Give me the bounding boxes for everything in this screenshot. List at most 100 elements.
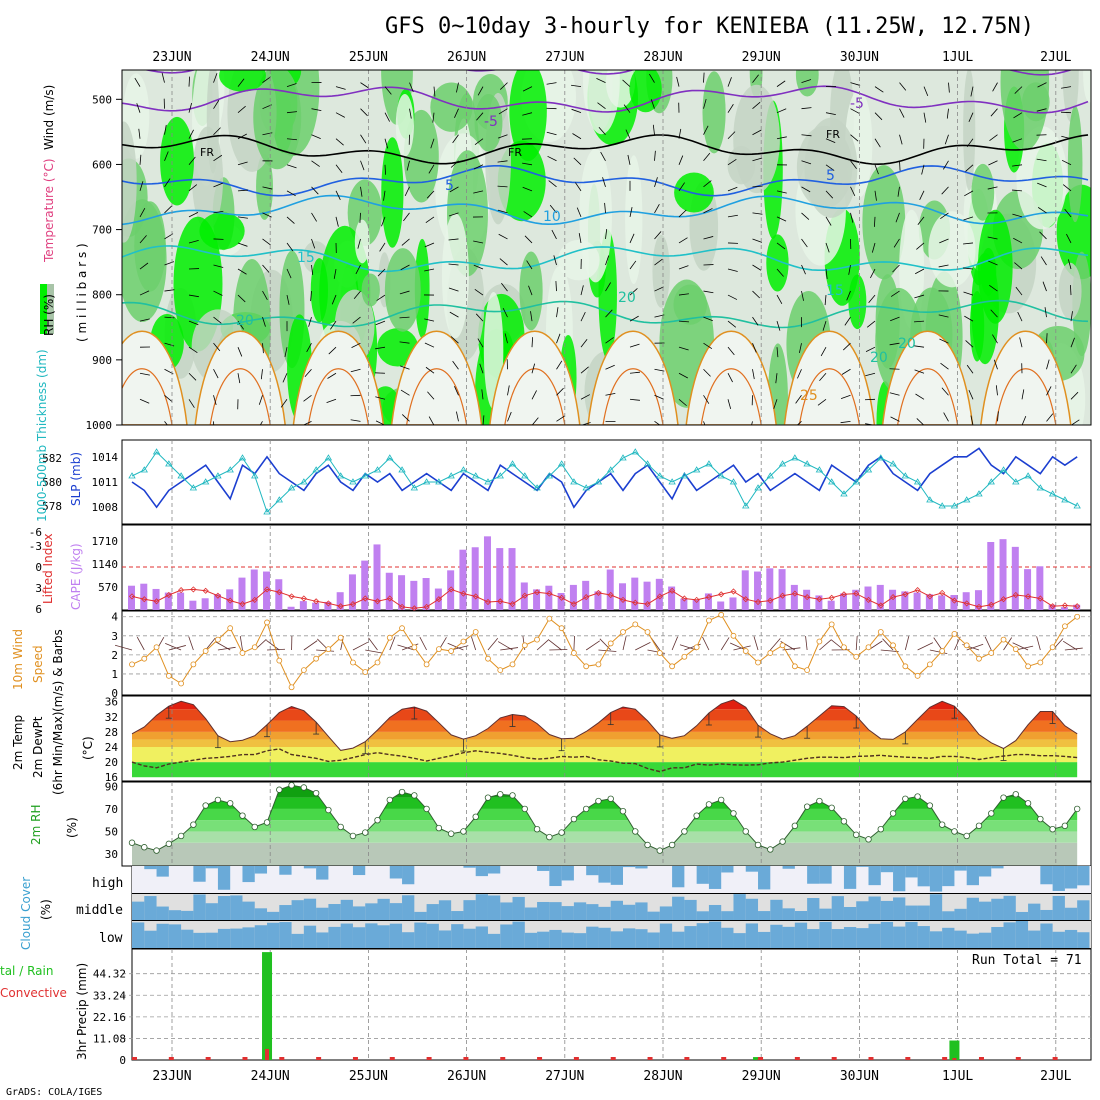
wind-barb: [825, 268, 828, 279]
rh-point: [828, 804, 835, 811]
wind-barb: [964, 190, 974, 197]
upper-air-ylabel-wind: Wind (m/s): [42, 85, 56, 150]
li-point: [791, 590, 798, 597]
li-point: [362, 595, 369, 602]
thickness-point: [877, 454, 885, 461]
wind-barb: [352, 316, 361, 324]
wind-barb: [549, 204, 557, 214]
wind-barb: [355, 264, 361, 275]
cloud-low-bar: [991, 927, 1004, 948]
thickness-point: [852, 478, 860, 485]
wind-barb: [654, 394, 664, 400]
cloud-middle-bar: [181, 910, 194, 920]
cloud-low-bar: [303, 925, 317, 948]
trace-precip: [1052, 1057, 1058, 1060]
precip-tick-label: 44.32: [93, 968, 126, 981]
wind-barb: [424, 342, 435, 348]
wind-barb: [286, 83, 297, 88]
trace-precip: [1015, 1057, 1021, 1060]
cloud-middle-bar: [708, 904, 722, 920]
wind-10m-barb: [933, 637, 943, 651]
cape-bar: [692, 599, 700, 610]
wind-barb: [939, 238, 949, 244]
rh-point: [877, 825, 884, 833]
wind-panel-frame: [121, 610, 1092, 696]
y-tick-label: 900: [92, 354, 112, 367]
li-point: [730, 588, 737, 595]
thickness-tick-label: 580: [42, 476, 62, 489]
wind-barb: [571, 108, 582, 114]
cloud-low-bar: [696, 923, 709, 948]
cloud-cover-panel: high middle low Cloud Cover (%): [19, 865, 1092, 950]
rh-point: [1061, 822, 1069, 830]
wind-barb: [1070, 391, 1079, 400]
cloud-middle-bar: [623, 904, 636, 920]
wind-speed-point: [730, 632, 737, 639]
li-point: [141, 596, 148, 603]
rh-point: [300, 784, 308, 791]
wind-barb: [530, 311, 533, 322]
cloud-low-bar: [954, 930, 967, 948]
wind-barb: [703, 208, 713, 214]
wind-10m-barb: [720, 637, 730, 651]
wind-barb: [678, 155, 684, 165]
wind-barb: [409, 108, 412, 119]
wind-barb: [286, 111, 297, 114]
rh-blob: [625, 155, 643, 285]
wind-barb: [409, 82, 414, 93]
wind-barb: [426, 190, 435, 199]
wind-tick-label: 3: [111, 630, 118, 643]
wind-barb: [987, 236, 998, 240]
upper-wind-barbs: [134, 72, 1080, 425]
thickness-point: [349, 478, 357, 485]
li-point: [963, 600, 970, 607]
cloud-low-bar: [328, 926, 341, 948]
rh-band: [132, 808, 1078, 821]
temp-tick-label: 36: [105, 696, 118, 709]
wind-barb: [526, 260, 533, 270]
wind-10m-barb: [136, 636, 145, 651]
cloud-high-bar: [745, 866, 759, 872]
cloud-high-bar: [807, 866, 820, 884]
wind-barb: [654, 286, 664, 292]
thickness-point: [840, 490, 848, 497]
wind-barb: [573, 157, 582, 166]
rh-point: [239, 812, 246, 819]
li-point: [975, 603, 983, 610]
cloud-low-bar: [512, 921, 525, 948]
cape-bar: [569, 584, 577, 610]
wind-barb: [801, 186, 811, 193]
cape-bar: [385, 572, 393, 610]
surface-dome: [587, 330, 679, 425]
wind-barb: [522, 112, 533, 116]
rh2m-panel: 90 70 50 30 2m RH (%): [29, 780, 1092, 867]
cloud-bars: [132, 866, 1090, 948]
wind-barb: [825, 190, 834, 199]
temp-ylabel-b: 2m DewPt: [31, 716, 45, 778]
wind-barb: [262, 264, 270, 273]
thickness-point: [533, 484, 541, 491]
wind-barb: [430, 138, 435, 149]
rh-legend-swatch-bright: [40, 284, 47, 334]
contour-label: FR: [508, 146, 522, 159]
surface-dome: [122, 330, 188, 425]
wind-speed-point: [153, 644, 160, 651]
cloud-middle-bar: [463, 900, 476, 920]
wind-barb: [571, 84, 582, 88]
temp-ylabel-unit: (°C): [81, 736, 95, 760]
wind-barb: [1070, 419, 1080, 425]
cape-bar: [668, 586, 676, 610]
cloud-high-bar: [978, 866, 992, 877]
slp-thickness-panel: 582 580 578 1014 1011 1008 1000-500mb Thickne…: [35, 349, 1092, 525]
cloud-middle-bar: [365, 903, 378, 920]
wind-barb: [1067, 259, 1072, 270]
wind-barb: [375, 320, 386, 326]
cloud-middle-bar: [217, 896, 231, 920]
wind-barb: [866, 320, 876, 328]
isotherm-line: [122, 299, 1089, 329]
li-point: [865, 596, 872, 603]
wind-barb: [776, 321, 781, 331]
wind-barb: [360, 134, 367, 144]
wind-speed-point: [300, 667, 307, 674]
cape-bar: [545, 585, 553, 610]
